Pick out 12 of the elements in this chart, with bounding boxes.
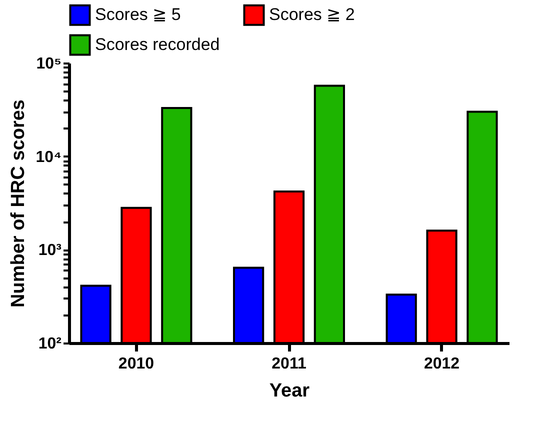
y-axis-title: Number of HRC scores bbox=[8, 100, 29, 308]
x-tick-label: 2010 bbox=[118, 356, 154, 372]
x-tick-label: 2012 bbox=[424, 356, 460, 372]
y-tick-label: 10² bbox=[38, 336, 62, 352]
y-tick-label: 10⁵ bbox=[36, 56, 62, 72]
y-tick-label: 10⁴ bbox=[36, 148, 62, 166]
x-axis-title: Year bbox=[269, 380, 310, 402]
y-tick-label: 10³ bbox=[38, 242, 62, 260]
legend-label: Scores recorded bbox=[95, 35, 220, 54]
legend-label: Scores ≧ 5 bbox=[95, 5, 181, 24]
legend-label: Scores ≧ 2 bbox=[269, 5, 355, 24]
x-tick-label: 2011 bbox=[272, 356, 306, 372]
